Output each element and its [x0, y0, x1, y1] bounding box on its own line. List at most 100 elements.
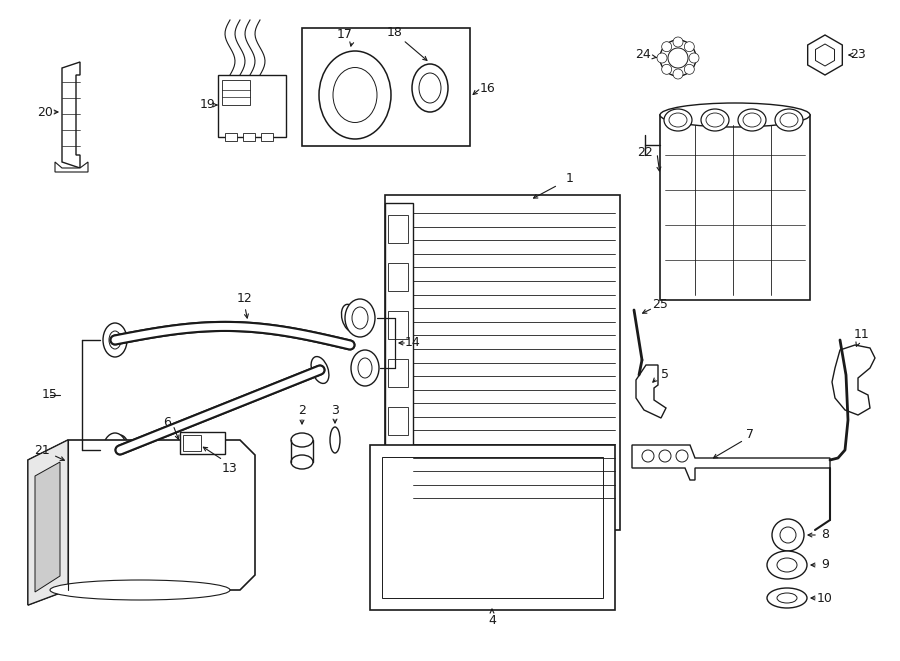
Bar: [388, 263, 408, 291]
Bar: [388, 455, 408, 483]
Ellipse shape: [358, 358, 372, 378]
Ellipse shape: [333, 67, 377, 122]
Text: 21: 21: [34, 444, 50, 457]
Text: 8: 8: [821, 529, 829, 541]
Text: 19: 19: [200, 98, 216, 112]
Circle shape: [676, 450, 688, 462]
Bar: [261, 133, 273, 141]
Ellipse shape: [345, 299, 375, 337]
Ellipse shape: [111, 435, 129, 465]
Bar: [388, 407, 408, 435]
Bar: [243, 133, 255, 141]
Text: 12: 12: [237, 292, 253, 305]
Ellipse shape: [311, 356, 328, 383]
Ellipse shape: [319, 51, 391, 139]
Bar: [388, 359, 408, 387]
Ellipse shape: [738, 109, 766, 131]
Text: 16: 16: [480, 81, 496, 95]
Polygon shape: [636, 365, 666, 418]
Ellipse shape: [743, 113, 761, 127]
Ellipse shape: [777, 558, 797, 572]
Bar: [370, 445, 615, 610]
Polygon shape: [815, 44, 834, 66]
Polygon shape: [807, 35, 842, 75]
Text: 17: 17: [338, 28, 353, 42]
Ellipse shape: [50, 580, 230, 600]
Text: 4: 4: [488, 613, 496, 627]
Bar: [660, 115, 810, 300]
Text: 11: 11: [854, 329, 870, 342]
Circle shape: [659, 450, 671, 462]
Ellipse shape: [767, 551, 807, 579]
Ellipse shape: [109, 331, 121, 349]
Text: 20: 20: [37, 106, 53, 118]
Ellipse shape: [660, 103, 810, 127]
Text: 1: 1: [566, 171, 574, 184]
Bar: [218, 75, 286, 137]
Ellipse shape: [412, 64, 448, 112]
Ellipse shape: [351, 350, 379, 386]
Text: 3: 3: [331, 403, 339, 416]
Text: 15: 15: [42, 389, 58, 401]
Polygon shape: [632, 445, 830, 480]
Text: 13: 13: [222, 461, 238, 475]
Ellipse shape: [777, 593, 797, 603]
Ellipse shape: [352, 307, 368, 329]
Text: 5: 5: [661, 368, 669, 381]
Ellipse shape: [767, 588, 807, 608]
Ellipse shape: [780, 113, 798, 127]
Ellipse shape: [701, 109, 729, 131]
Circle shape: [668, 48, 688, 68]
Ellipse shape: [419, 73, 441, 103]
Circle shape: [662, 64, 671, 74]
Circle shape: [684, 42, 694, 52]
Text: 18: 18: [387, 26, 403, 38]
Bar: [385, 195, 620, 530]
Ellipse shape: [772, 519, 804, 551]
Ellipse shape: [775, 109, 803, 131]
Circle shape: [662, 42, 671, 52]
Polygon shape: [28, 440, 255, 605]
Ellipse shape: [330, 427, 340, 453]
Bar: [388, 215, 408, 243]
Bar: [225, 133, 237, 141]
Circle shape: [684, 64, 694, 74]
Text: 6: 6: [163, 416, 171, 428]
Polygon shape: [62, 62, 80, 168]
Bar: [388, 311, 408, 339]
Polygon shape: [35, 462, 60, 592]
Polygon shape: [832, 345, 875, 415]
Bar: [180, 432, 225, 454]
Circle shape: [642, 450, 654, 462]
Text: 22: 22: [637, 147, 652, 159]
Ellipse shape: [109, 441, 121, 459]
Ellipse shape: [106, 325, 124, 355]
Ellipse shape: [341, 304, 358, 332]
Circle shape: [689, 53, 699, 63]
Circle shape: [673, 69, 683, 79]
Circle shape: [673, 37, 683, 47]
Ellipse shape: [291, 455, 313, 469]
Circle shape: [657, 53, 667, 63]
Text: 23: 23: [850, 48, 866, 61]
Text: 25: 25: [652, 299, 668, 311]
Bar: [385, 203, 413, 522]
Text: 24: 24: [635, 48, 651, 61]
Ellipse shape: [780, 527, 796, 543]
Text: 14: 14: [405, 336, 421, 350]
Ellipse shape: [390, 515, 408, 525]
Circle shape: [660, 40, 696, 76]
Bar: [222, 80, 250, 105]
Text: 10: 10: [817, 592, 833, 605]
Bar: [183, 435, 201, 451]
Text: 7: 7: [746, 428, 754, 442]
Ellipse shape: [664, 109, 692, 131]
Ellipse shape: [706, 113, 724, 127]
Text: 2: 2: [298, 403, 306, 416]
Polygon shape: [28, 440, 68, 605]
Ellipse shape: [103, 323, 127, 357]
Polygon shape: [55, 162, 88, 172]
Ellipse shape: [669, 113, 687, 127]
Bar: [382, 457, 603, 598]
Ellipse shape: [291, 433, 313, 447]
